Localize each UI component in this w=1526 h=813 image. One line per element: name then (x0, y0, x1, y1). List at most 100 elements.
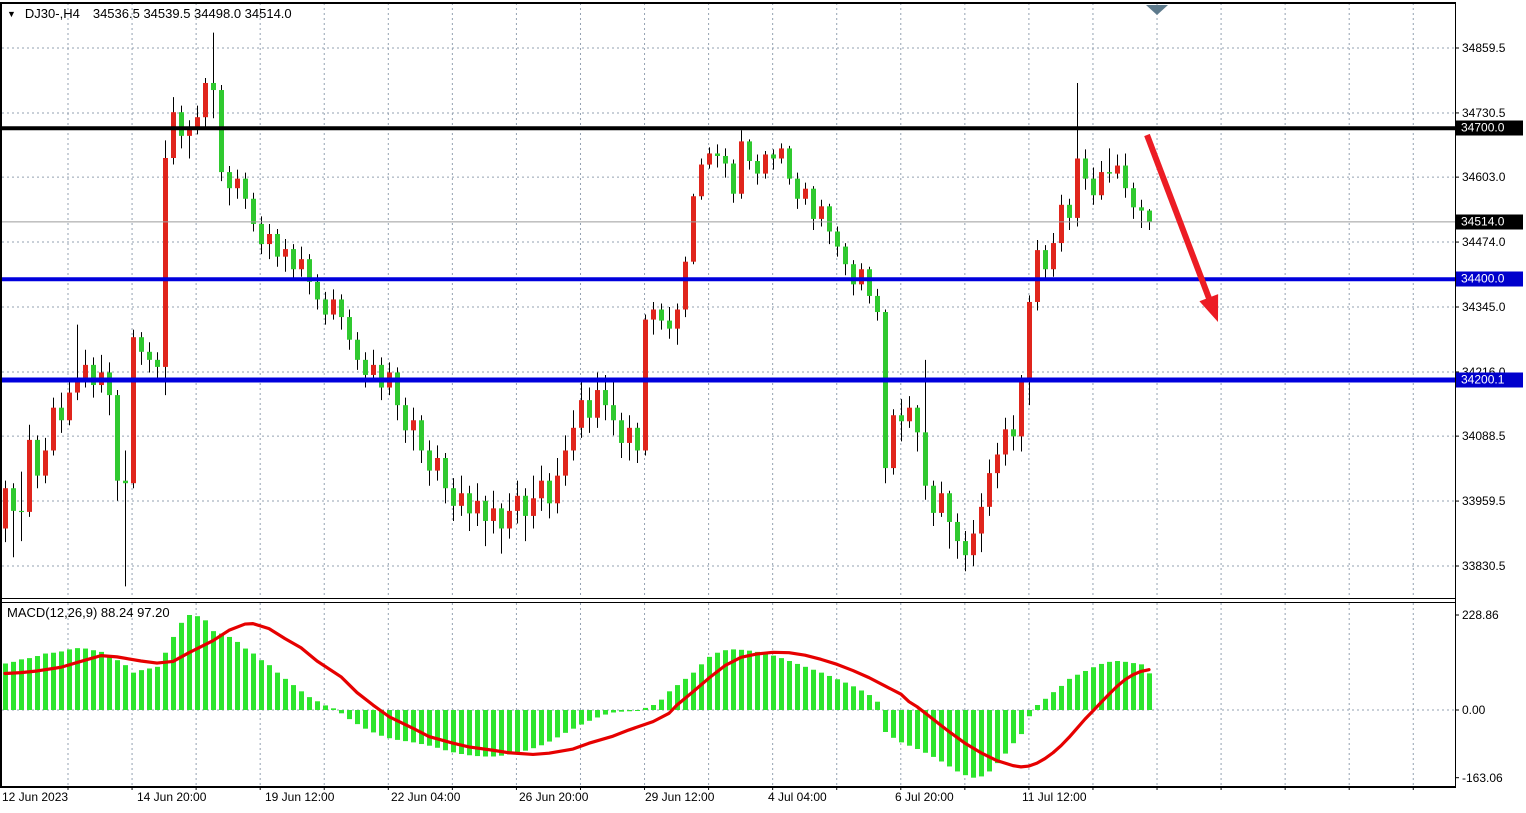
macd-pane[interactable] (2, 603, 1455, 786)
candle-down (427, 450, 432, 471)
candle-down (179, 112, 184, 136)
candle-down (667, 320, 672, 329)
macd-histogram-bar (731, 649, 736, 710)
candle-up (627, 427, 632, 443)
price-tick-label: 34474.0 (1462, 235, 1506, 250)
macd-histogram-bar (563, 710, 568, 733)
expand-arrow-icon[interactable]: ▼ (7, 9, 16, 19)
macd-histogram-bar (1019, 710, 1024, 735)
macd-histogram-bar (1131, 663, 1136, 710)
candle-down (1107, 172, 1112, 174)
candle-down (619, 420, 624, 443)
candle-down (307, 259, 312, 282)
candle-up (907, 407, 912, 422)
candle-down (523, 495, 528, 516)
macd-histogram-bar (27, 658, 32, 710)
price-badge: 34400.0 (1456, 271, 1523, 287)
candle-down (963, 541, 968, 556)
candle-down (843, 246, 848, 265)
trend-arrow-shaft[interactable] (1144, 133, 1214, 305)
candle-down (731, 163, 736, 194)
candle-up (411, 420, 416, 431)
candle-down (747, 141, 752, 162)
candle-up (595, 390, 600, 418)
candle-up (491, 508, 496, 521)
candle-up (1075, 158, 1080, 218)
candle-up (987, 473, 992, 507)
candle-up (459, 493, 464, 506)
macd-histogram-bar (571, 710, 576, 729)
candle-up (27, 439, 32, 512)
price-tick-label: 33959.5 (1462, 494, 1506, 509)
macd-histogram-bar (1003, 710, 1008, 754)
candle-down (603, 390, 608, 406)
candle-down (787, 148, 792, 179)
macd-histogram-bar (499, 710, 504, 756)
candle-down (59, 407, 64, 421)
macd-histogram-bar (1139, 664, 1144, 710)
macd-histogram-bar (67, 649, 72, 710)
macd-histogram-bar (179, 622, 184, 710)
macd-histogram-bar (875, 701, 880, 710)
pane-border (0, 598, 1455, 599)
macd-histogram-bar (579, 710, 584, 725)
macd-histogram-bar (227, 636, 232, 710)
macd-histogram-bar (1083, 670, 1088, 710)
candle-down (1139, 207, 1144, 211)
macd-histogram-bar (507, 710, 512, 755)
macd-histogram-bar (419, 710, 424, 745)
macd-histogram-bar (107, 655, 112, 710)
macd-histogram-bar (827, 675, 832, 710)
macd-histogram-bar (387, 710, 392, 739)
price-tick-label: 34730.5 (1462, 105, 1506, 120)
candle-down (403, 405, 408, 431)
macd-histogram-bar (915, 710, 920, 750)
candle-up (507, 510, 512, 529)
candle-down (867, 269, 872, 296)
macd-histogram-bar (859, 690, 864, 710)
symbol-period-label: DJ30-,H4 (24, 6, 80, 21)
macd-histogram-bar (787, 661, 792, 710)
candle-down (355, 339, 360, 360)
macd-histogram-bar (1123, 661, 1128, 710)
macd-histogram-bar (395, 710, 400, 740)
trend-arrow-head[interactable] (1199, 294, 1219, 322)
macd-histogram-bar (75, 648, 80, 710)
candle-up (683, 261, 688, 310)
macd-histogram-bar (1035, 705, 1040, 710)
candle-up (163, 157, 168, 367)
candle-up (779, 148, 784, 159)
macd-histogram-bar (379, 710, 384, 736)
macd-histogram-bar (315, 701, 320, 710)
candle-up (83, 364, 88, 378)
main-chart-pane[interactable] (2, 3, 1455, 598)
time-axis-label: 14 Jun 20:00 (137, 790, 207, 804)
macd-histogram-bar (987, 710, 992, 772)
candle-down (451, 488, 456, 506)
candle-up (539, 480, 544, 499)
candle-up (267, 234, 272, 245)
candle-down (931, 485, 936, 513)
time-axis-label: 22 Jun 04:00 (391, 790, 461, 804)
macd-histogram-bar (139, 670, 144, 710)
candle-down (211, 82, 216, 91)
candle-up (675, 309, 680, 329)
macd-histogram-bar (363, 710, 368, 729)
candle-up (51, 407, 56, 451)
candle-down (915, 407, 920, 433)
macd-histogram-bar (35, 656, 40, 710)
candle-down (883, 312, 888, 469)
price-tick-label: 34345.0 (1462, 299, 1506, 314)
macd-histogram-bar (539, 710, 544, 746)
macd-histogram-bar (515, 710, 520, 753)
candle-up (1099, 172, 1104, 196)
macd-histogram-bar (683, 678, 688, 710)
macd-histogram-bar (1011, 710, 1016, 744)
macd-histogram-bar (587, 710, 592, 721)
macd-histogram-bar (955, 710, 960, 772)
candle-down (291, 249, 296, 270)
macd-histogram-bar (899, 710, 904, 743)
candle-up (579, 400, 584, 428)
chart-shift-marker-icon[interactable] (1146, 5, 1168, 15)
candle-up (939, 493, 944, 513)
